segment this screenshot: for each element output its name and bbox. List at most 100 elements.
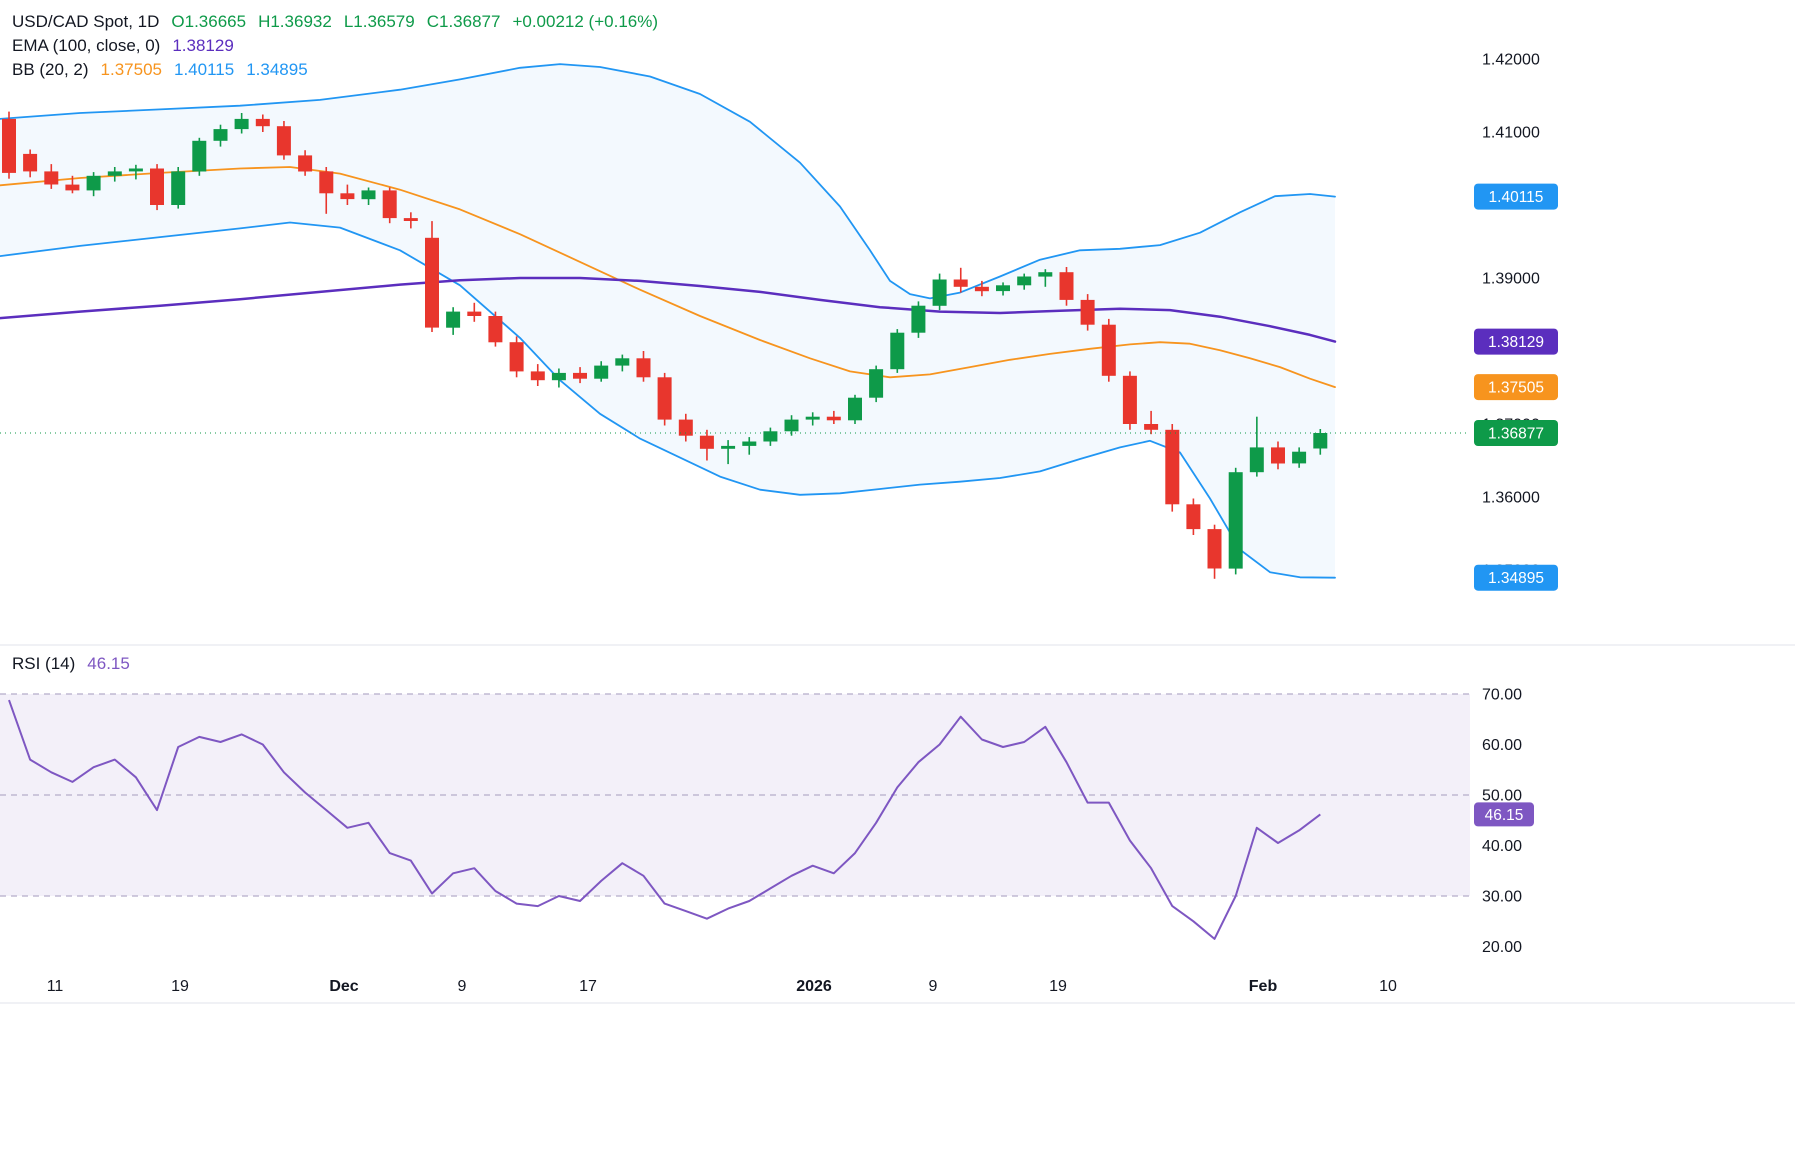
close-value: C1.36877 <box>426 12 501 31</box>
bb-legend-row[interactable]: BB (20, 2) 1.37505 1.40115 1.34895 <box>12 58 658 82</box>
candle-body <box>192 140 207 172</box>
rsi-axis-tick: 20.00 <box>1482 939 1522 956</box>
rsi-axis-tick: 60.00 <box>1482 737 1522 754</box>
ema-legend-row[interactable]: EMA (100, close, 0) 1.38129 <box>12 34 658 58</box>
time-axis-tick: 9 <box>929 978 938 995</box>
bb-label: BB (20, 2) <box>12 60 89 79</box>
candle-body <box>1313 433 1328 449</box>
time-axis[interactable]: 11 19 Dec 9 17 2026 9 19 Feb 10 <box>47 978 1397 995</box>
candle-body <box>171 171 186 205</box>
candle-body <box>1059 272 1074 300</box>
candle-body <box>446 311 461 328</box>
price-badge <box>1474 374 1558 401</box>
price-badge-label: 1.34895 <box>1488 570 1544 587</box>
low-value: L1.36579 <box>343 12 415 31</box>
candle-body <box>763 431 778 442</box>
candle-body <box>509 342 524 372</box>
time-axis-tick: Dec <box>329 978 358 995</box>
candle-body <box>1101 324 1116 376</box>
symbol-title: USD/CAD Spot, 1D <box>12 12 160 31</box>
candle-body <box>340 193 355 200</box>
candles-layer <box>2 111 1328 579</box>
ema-value: 1.38129 <box>172 36 234 55</box>
candle-body <box>1207 529 1222 569</box>
price-badge-label: 1.36877 <box>1488 426 1544 443</box>
time-axis-tick: 11 <box>47 978 64 995</box>
candle-body <box>234 118 249 130</box>
candle-body <box>361 190 376 200</box>
rsi-legend-row[interactable]: RSI (14) 46.15 <box>12 652 130 676</box>
ema-100-line <box>0 276 1337 343</box>
time-axis-tick: Feb <box>1249 978 1278 995</box>
candle-body <box>382 190 397 219</box>
candle-body <box>615 358 630 366</box>
time-axis-tick: 19 <box>1049 978 1067 995</box>
candle-body <box>128 168 143 172</box>
price-badge <box>1474 420 1558 446</box>
time-axis-tick: 9 <box>458 978 467 995</box>
candle-body <box>1292 451 1307 464</box>
price-badge-label: 1.38129 <box>1488 334 1544 351</box>
price-axis-tick: 1.42000 <box>1482 52 1540 69</box>
candle-body <box>298 155 313 172</box>
price-badge <box>1474 183 1558 210</box>
open-value: O1.36665 <box>171 12 247 31</box>
candle-body <box>996 285 1010 292</box>
candle-body <box>932 279 947 306</box>
candle-body <box>974 286 989 292</box>
rsi-line <box>8 699 1321 940</box>
bb-upper-value: 1.40115 <box>174 60 235 79</box>
price-badge-label: 1.37505 <box>1488 380 1544 397</box>
candle-body <box>1144 424 1159 430</box>
candle-body <box>2 118 16 173</box>
price-axis[interactable]: 1.420001.410001.390001.370001.360001.350… <box>1474 52 1558 591</box>
candle-body <box>530 371 545 381</box>
bollinger-fill <box>0 64 1335 578</box>
candle-body <box>23 153 38 172</box>
candle-body <box>213 129 228 141</box>
rsi-label: RSI (14) <box>12 654 76 673</box>
rsi-axis-tick: 70.00 <box>1482 687 1522 704</box>
rsi-axis-tick: 50.00 <box>1482 788 1522 805</box>
candle-body <box>784 419 799 432</box>
price-axis-tick: 1.36000 <box>1482 490 1540 507</box>
candle-body <box>636 358 651 378</box>
candle-body <box>1122 375 1137 424</box>
candle-body <box>678 419 693 436</box>
symbol-ohlc-row[interactable]: USD/CAD Spot, 1D O1.36665 H1.36932 L1.36… <box>12 10 658 34</box>
rsi-pane[interactable] <box>0 693 1470 940</box>
rsi-axis-tick: 30.00 <box>1482 889 1522 906</box>
candle-body <box>86 175 101 191</box>
candle-body <box>1165 429 1180 505</box>
time-axis-tick: 19 <box>171 978 189 995</box>
high-value: H1.36932 <box>258 12 332 31</box>
candle-body <box>911 305 926 333</box>
candle-body <box>1038 272 1053 277</box>
candle-body <box>594 365 609 379</box>
bb-lower-line <box>0 221 1336 579</box>
candle-body <box>425 237 439 328</box>
time-axis-tick: 10 <box>1379 978 1397 995</box>
candle-body <box>1271 447 1285 464</box>
candle-body <box>107 171 122 176</box>
time-axis-tick: 2026 <box>796 978 832 995</box>
price-badge <box>1474 328 1558 355</box>
bb-lower-value: 1.34895 <box>246 60 308 79</box>
ema-label: EMA (100, close, 0) <box>12 36 161 55</box>
candle-body <box>488 316 503 343</box>
candle-body <box>699 435 714 449</box>
candle-body <box>869 369 884 398</box>
time-axis-tick: 17 <box>579 978 597 995</box>
candle-body <box>255 118 270 127</box>
candle-body <box>890 332 905 370</box>
rsi-axis[interactable]: 70.00 60.00 50.00 40.00 30.00 20.00 46.15 <box>1474 687 1534 957</box>
candle-body <box>657 377 672 420</box>
candle-body <box>848 397 862 421</box>
candle-body <box>826 416 841 421</box>
price-pane[interactable] <box>0 63 1470 579</box>
bb-basis-value: 1.37505 <box>100 60 162 79</box>
price-badge <box>1474 564 1558 591</box>
candle-body <box>573 372 587 379</box>
